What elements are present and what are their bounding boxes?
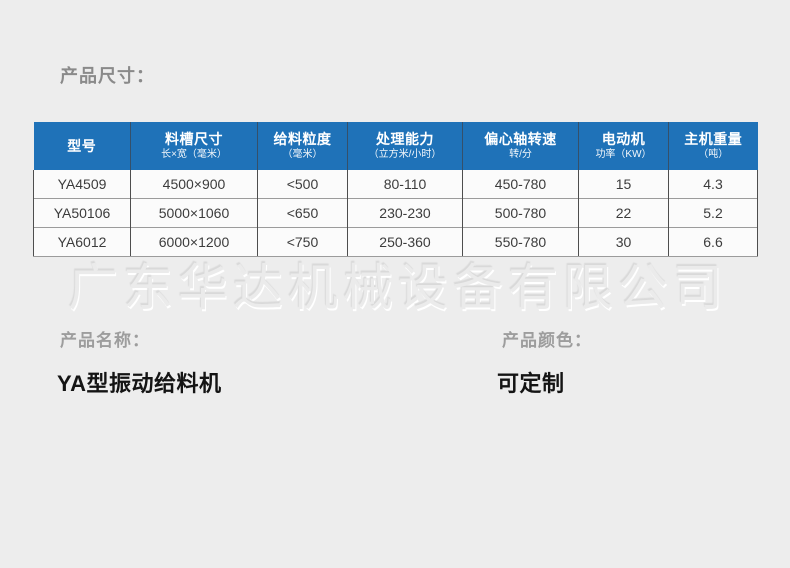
- company-watermark: 广东华达机械设备有限公司: [68, 260, 728, 316]
- column-header-3: 给料粒度 （毫米）: [257, 122, 348, 170]
- column-label: 料槽尺寸: [165, 131, 223, 147]
- column-sublabel: （吨）: [698, 149, 729, 160]
- table-row: YA50106 5000×1060 <650 230-230 500-780 22 5.2: [33, 198, 758, 228]
- table-cell: 4.3: [668, 170, 758, 199]
- table-cell: YA4509: [33, 170, 131, 199]
- table-cell: <650: [257, 198, 348, 228]
- column-sublabel: （立方米/小时）: [368, 149, 442, 160]
- table-cell: 30: [578, 227, 669, 257]
- column-label: 电动机: [601, 131, 646, 147]
- table-cell: 5.2: [668, 198, 758, 228]
- table-cell: 230-230: [347, 198, 463, 228]
- spec-table: 型号 料槽尺寸长×宽（毫米） 给料粒度 （毫米） 处理能力 （立方米/小时） 偏心轴转速转/…: [33, 122, 758, 257]
- table-cell: YA50106: [33, 198, 131, 228]
- product-name-label: 产品名称：: [60, 331, 150, 350]
- column-label: 处理能力: [376, 131, 434, 147]
- table-cell: 80-110: [347, 170, 463, 199]
- column-header-1: 型号: [33, 122, 131, 170]
- table-cell: 15: [578, 170, 669, 199]
- column-label: 偏心轴转速: [484, 131, 557, 147]
- table-cell: 550-780: [462, 227, 579, 257]
- table-cell: <500: [257, 170, 348, 199]
- table-cell: YA6012: [33, 227, 131, 257]
- column-header-2: 料槽尺寸长×宽（毫米）: [130, 122, 258, 170]
- table-row: YA4509 4500×900 <500 80-110 450-780 15 4.3: [33, 170, 758, 199]
- product-color-label: 产品颜色：: [502, 331, 592, 350]
- table-cell: 6000×1200: [130, 227, 258, 257]
- table-cell: 6.6: [668, 227, 758, 257]
- column-header-6: 电动机功率（KW）: [578, 122, 669, 170]
- table-cell: 5000×1060: [130, 198, 258, 228]
- column-label: 给料粒度: [273, 131, 332, 147]
- column-header-7: 主机重量 （吨）: [668, 122, 758, 170]
- column-header-5: 偏心轴转速转/分: [462, 122, 579, 170]
- table-cell: 450-780: [462, 170, 579, 199]
- product-name-value: YA型振动给料机: [57, 371, 222, 396]
- table-header-row: 型号 料槽尺寸长×宽（毫米） 给料粒度 （毫米） 处理能力 （立方米/小时） 偏心轴转速转/…: [33, 122, 758, 170]
- column-label: 型号: [67, 137, 97, 154]
- column-sublabel: 长×宽（毫米）: [161, 149, 227, 160]
- column-sublabel: 功率（KW）: [595, 149, 652, 160]
- section-title-dimensions: 产品尺寸：: [60, 66, 155, 86]
- column-sublabel: （毫米）: [282, 149, 323, 160]
- table-cell: 500-780: [462, 198, 579, 228]
- column-header-4: 处理能力 （立方米/小时）: [347, 122, 463, 170]
- table-row: YA6012 6000×1200 <750 250-360 550-780 30 6.6: [33, 227, 758, 257]
- product-color-value: 可定制: [497, 371, 565, 396]
- table-cell: 22: [578, 198, 669, 228]
- table-cell: 250-360: [347, 227, 463, 257]
- column-label: 主机重量: [684, 131, 743, 147]
- table-cell: 4500×900: [130, 170, 258, 199]
- table-cell: <750: [257, 227, 348, 257]
- column-sublabel: 转/分: [509, 149, 532, 160]
